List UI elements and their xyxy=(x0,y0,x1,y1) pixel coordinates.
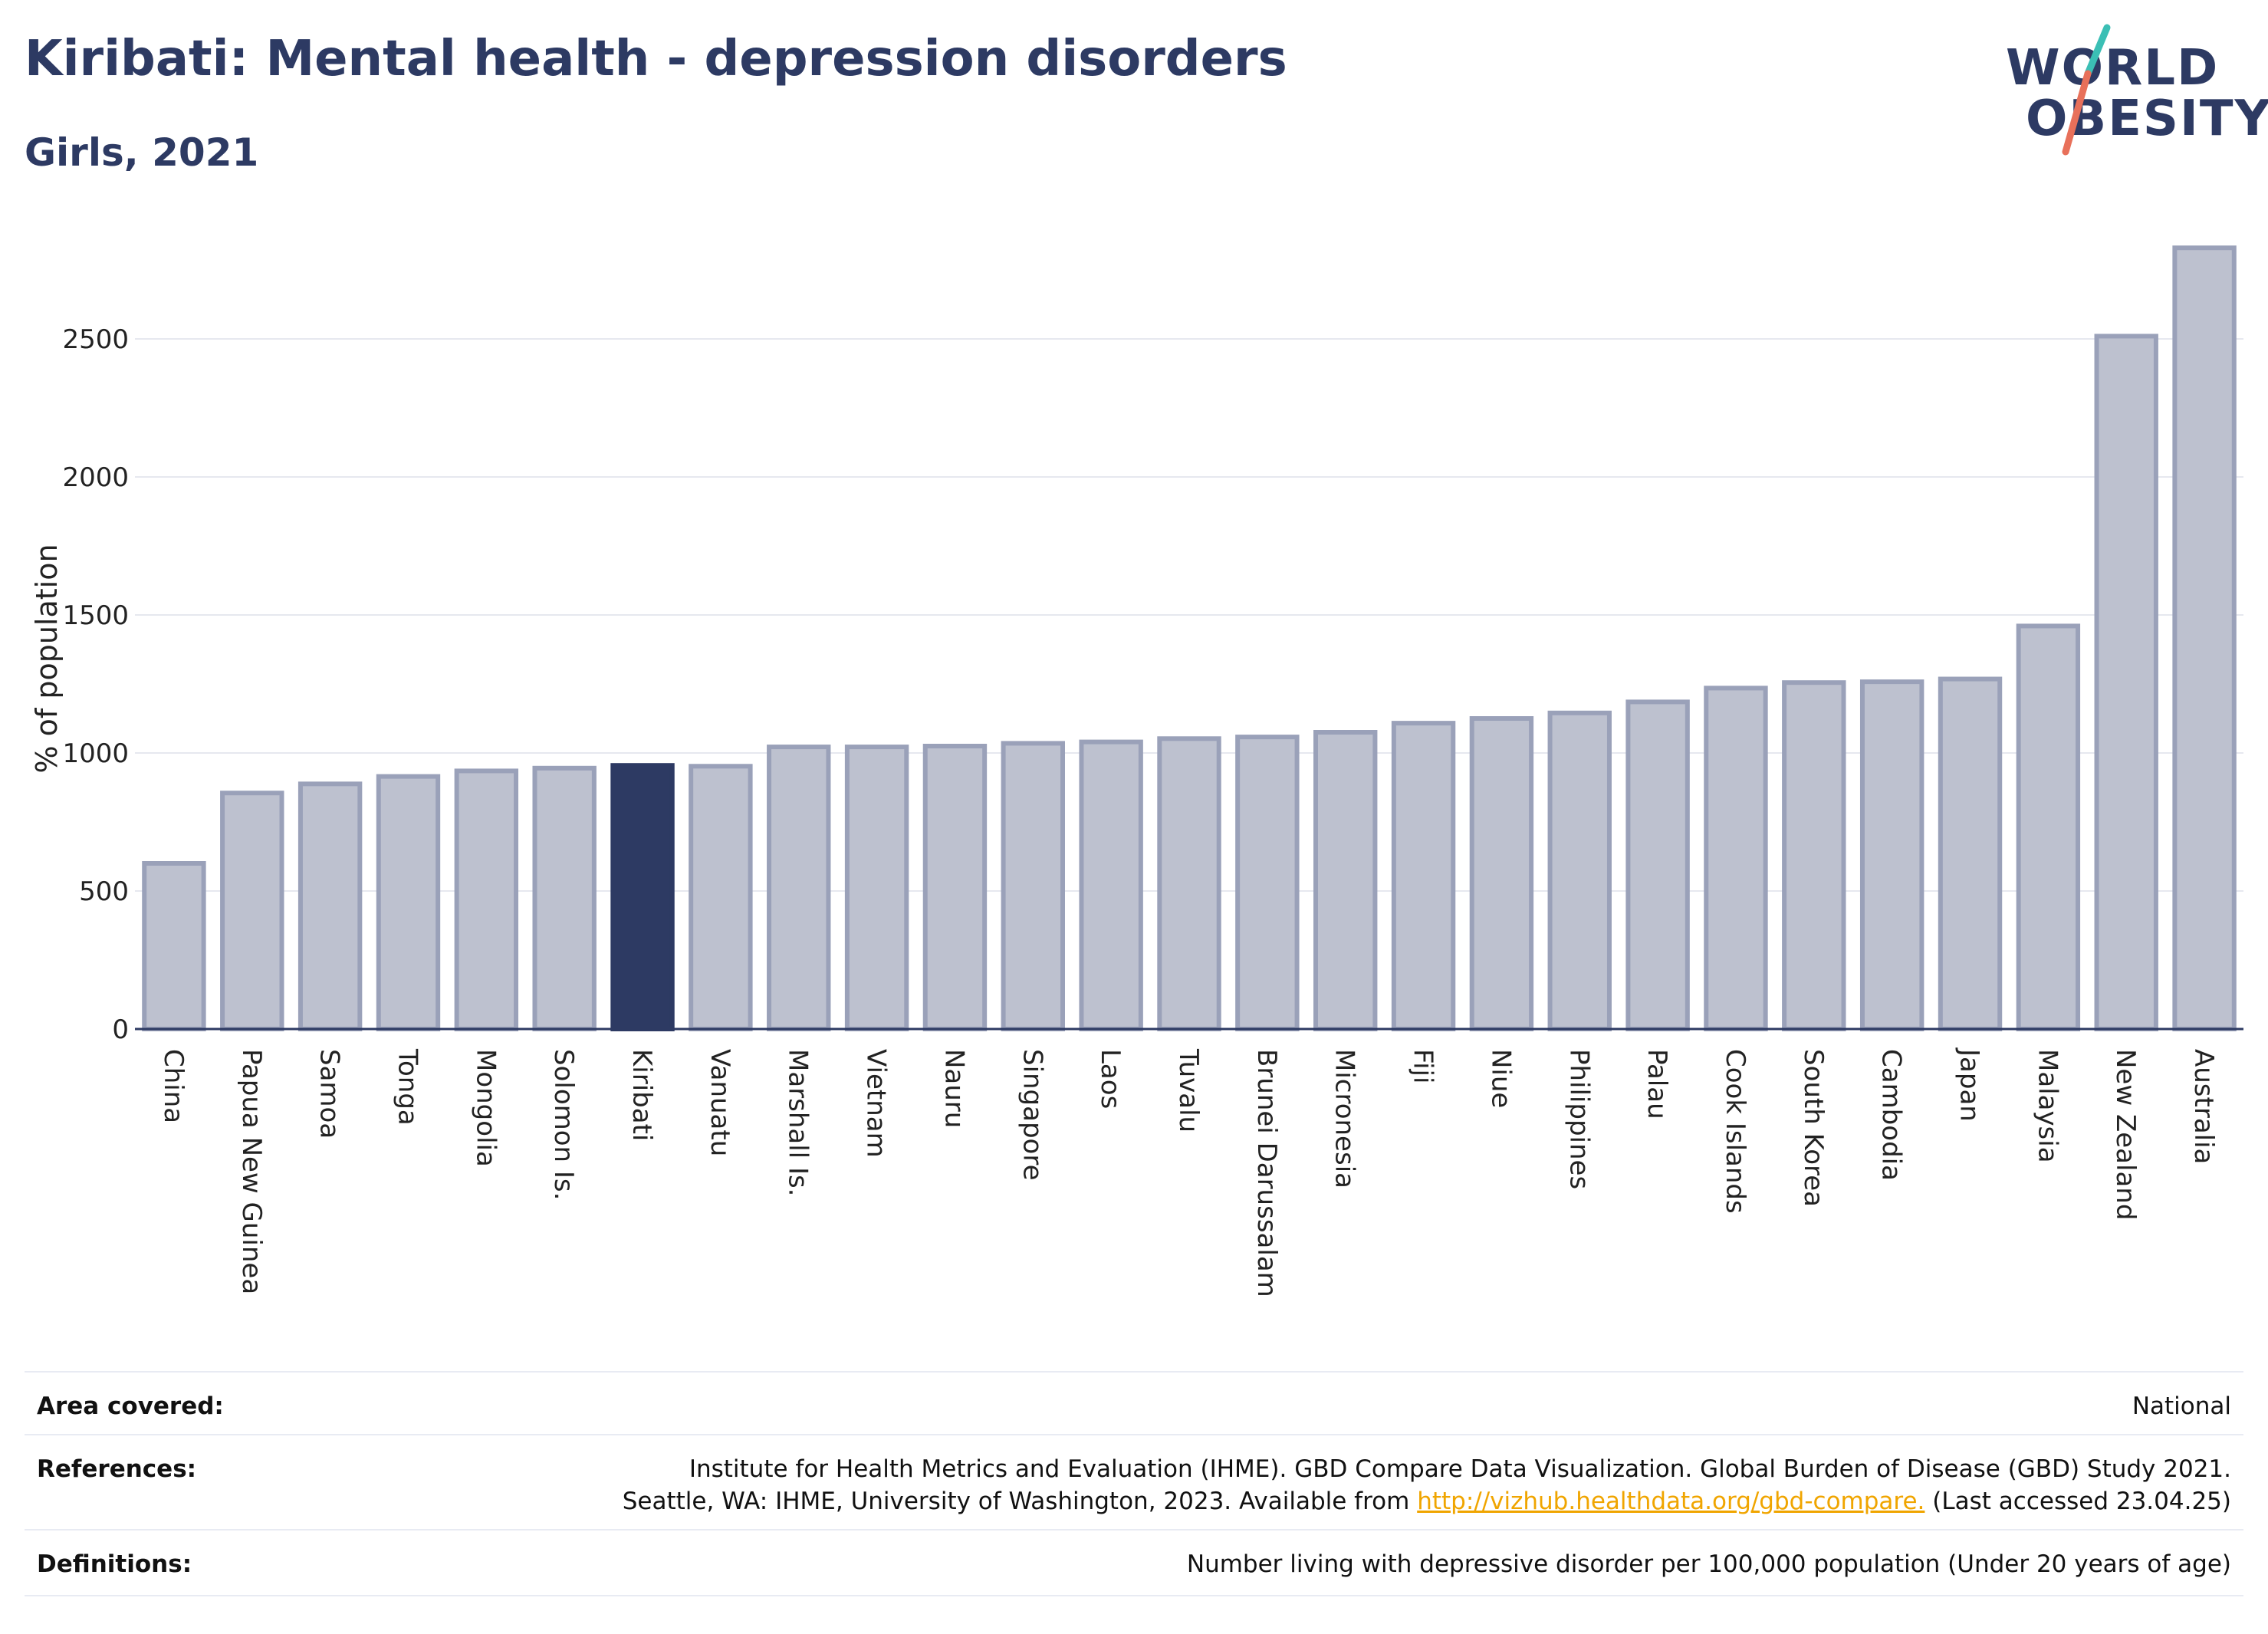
bar xyxy=(1001,741,1066,1032)
bar xyxy=(376,774,441,1031)
bar xyxy=(1704,685,1768,1032)
y-axis-label: % of population xyxy=(30,544,64,773)
x-tick-label: Samoa xyxy=(314,1049,345,1139)
bar xyxy=(1235,735,1300,1031)
bar xyxy=(454,768,519,1032)
bar xyxy=(142,861,206,1031)
x-tick-label: Nauru xyxy=(938,1049,969,1128)
x-tick-label: Niue xyxy=(1485,1049,1516,1108)
y-axis-ticks: 0 500 1000 1500 2000 2500 xyxy=(62,324,129,1045)
area-value: National xyxy=(2132,1392,2231,1420)
x-tick-label: Malaysia xyxy=(2032,1049,2063,1163)
bar xyxy=(1157,736,1221,1032)
references-line2-pre: Seattle, WA: IHME, University of Washing… xyxy=(622,1488,1418,1515)
bar-chart: 0 500 1000 1500 2000 2500 China Papua New Guin… xyxy=(30,245,2243,1297)
bar xyxy=(532,765,597,1031)
chart-subtitle: Girls, 2021 xyxy=(25,130,259,175)
y-tick-label: 2000 xyxy=(62,462,129,493)
logo-slash-icon xyxy=(2062,24,2111,156)
bar xyxy=(844,745,909,1032)
x-tick-label: China xyxy=(158,1049,189,1123)
x-tick-label: Philippines xyxy=(1563,1049,1594,1189)
bar xyxy=(1625,699,1690,1032)
bar xyxy=(1938,676,2003,1032)
x-tick-label: Marshall Is. xyxy=(783,1049,814,1197)
meta-row-references: References: Institute for Health Metrics… xyxy=(25,1434,2243,1530)
x-tick-label: Laos xyxy=(1095,1049,1126,1109)
x-tick-label: Australia xyxy=(2188,1049,2219,1164)
chart-title: Kiribati: Mental health - depression dis… xyxy=(25,31,1287,87)
x-tick-label: Micronesia xyxy=(1330,1049,1360,1189)
metadata-table: Area covered: National References: Insti… xyxy=(25,1371,2243,1601)
references-link[interactable]: http://vizhub.healthdata.org/gbd-compare… xyxy=(1417,1488,1925,1515)
definitions-label: Definitions: xyxy=(37,1550,192,1578)
bar xyxy=(767,745,831,1032)
x-axis-ticks: China Papua New Guinea Samoa Tonga Mongolia S… xyxy=(158,1047,2219,1297)
x-tick-label: Mongolia xyxy=(470,1049,501,1167)
x-tick-label: Singapore xyxy=(1017,1049,1047,1181)
references-label: References: xyxy=(37,1455,197,1483)
bar-highlight xyxy=(610,763,675,1031)
definitions-value: Number living with depressive disorder p… xyxy=(1186,1550,2231,1578)
x-tick-label: Tonga xyxy=(392,1048,422,1126)
logo-line1: WORLD xyxy=(2006,40,2220,97)
bar xyxy=(2016,623,2081,1031)
bars xyxy=(135,245,2243,1032)
bar xyxy=(1079,739,1143,1031)
bar xyxy=(689,764,753,1032)
x-tick-label: Cook Islands xyxy=(1720,1049,1750,1214)
bar xyxy=(922,744,988,1031)
x-tick-label: Cambodia xyxy=(1876,1049,1907,1181)
area-label: Area covered: xyxy=(37,1392,224,1420)
y-tick-label: 500 xyxy=(79,876,129,907)
bar xyxy=(1782,680,1846,1031)
x-tick-label: Kiribati xyxy=(626,1049,657,1141)
bar xyxy=(220,791,284,1031)
x-tick-label: Vanuatu xyxy=(705,1049,735,1156)
x-tick-label: Brunei Darussalam xyxy=(1251,1049,1282,1297)
bar xyxy=(1859,679,1925,1031)
references-line2: Seattle, WA: IHME, University of Washing… xyxy=(623,1488,2231,1515)
world-obesity-logo: WORLD OBESITY xyxy=(1986,23,2268,161)
x-tick-label: Papua New Guinea xyxy=(236,1049,267,1294)
meta-row-area: Area covered: National xyxy=(25,1371,2243,1435)
x-tick-label: Solomon Is. xyxy=(548,1049,579,1200)
x-tick-label: Palau xyxy=(1642,1049,1672,1119)
bar xyxy=(2094,334,2158,1031)
bar xyxy=(1547,710,1612,1031)
bar xyxy=(297,781,363,1031)
x-tick-label: Japan xyxy=(1954,1047,1985,1122)
x-tick-label: South Korea xyxy=(1798,1049,1829,1207)
bar xyxy=(2172,245,2237,1031)
x-tick-label: Fiji xyxy=(1408,1049,1438,1083)
y-tick-label: 2500 xyxy=(62,324,129,355)
references-line1: Institute for Health Metrics and Evaluat… xyxy=(689,1455,2231,1483)
bar xyxy=(1313,730,1378,1031)
y-tick-label: 1000 xyxy=(62,738,129,769)
meta-row-definitions: Definitions: Number living with depressi… xyxy=(25,1529,2243,1596)
x-tick-label: Tuvalu xyxy=(1173,1048,1204,1133)
references-line2-post: (Last accessed 23.04.25) xyxy=(1925,1488,2231,1515)
x-tick-label: New Zealand xyxy=(2110,1049,2141,1220)
bar xyxy=(1391,721,1456,1031)
y-tick-label: 1500 xyxy=(62,600,129,631)
y-tick-label: 0 xyxy=(112,1014,129,1045)
bar xyxy=(1469,716,1534,1031)
x-tick-label: Vietnam xyxy=(861,1049,892,1158)
